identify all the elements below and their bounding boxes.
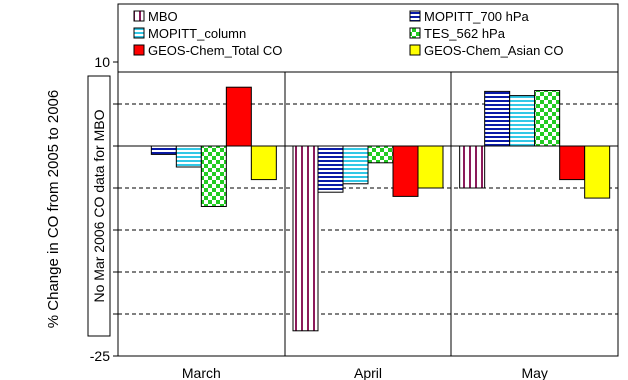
bar-geos-chem-total-co-april [392,145,419,197]
legend-swatch [133,10,145,22]
x-category-label: April [354,365,382,380]
y-tick-label: 10 [94,54,110,70]
legend: MBO MOPITT_700 hPa MOPITT_column TES_562 hP… [117,3,619,73]
bar-mopitt-700-hpa-march [150,145,177,155]
bar-mbo-may [459,145,486,189]
x-category-label: May [521,365,547,380]
note-text: No Mar 2006 CO data for MBO [91,109,107,302]
legend-label: GEOS-Chem_Asian CO [424,43,563,58]
bar-tes-562-hpa-march [200,145,227,207]
mbo-missing-note: No Mar 2006 CO data for MBO [87,75,111,337]
x-axis-categories: March April May [182,365,548,380]
bar-geos-chem-asian-co-may [584,145,611,199]
legend-label: GEOS-Chem_Total CO [148,43,282,58]
legend-swatch [133,44,145,56]
bar-mbo-april [292,145,319,332]
bar-geos-chem-asian-co-april [417,145,444,189]
bar-tes-562-hpa-may [534,90,561,147]
legend-label: TES_562 hPa [424,26,506,41]
legend-label: MBO [148,9,178,24]
legend-label: MOPITT_column [148,26,246,41]
y-axis-title: % Change in CO from 2005 to 2006 [45,90,62,328]
legend-swatch [409,27,421,39]
bar-mopitt-700-hpa-april [317,145,344,193]
bar-tes-562-hpa-april [367,145,394,164]
bar-geos-chem-asian-co-march [250,145,277,181]
legend-label: MOPITT_700 hPa [424,9,530,24]
legend-swatch [133,27,145,39]
bar-mopitt-column-march [175,145,202,168]
bars [118,86,618,332]
legend-box [117,3,619,73]
bar-geos-chem-total-co-march [225,86,252,147]
legend-swatch [409,44,421,56]
bar-geos-chem-total-co-may [559,145,586,181]
legend-swatch [409,10,421,22]
note-box [87,75,111,337]
x-category-label: March [182,365,221,380]
y-tick-label: -25 [90,348,110,364]
bar-mopitt-column-may [509,95,536,147]
bar-mopitt-700-hpa-may [484,90,511,147]
bar-mopitt-column-april [342,145,369,185]
